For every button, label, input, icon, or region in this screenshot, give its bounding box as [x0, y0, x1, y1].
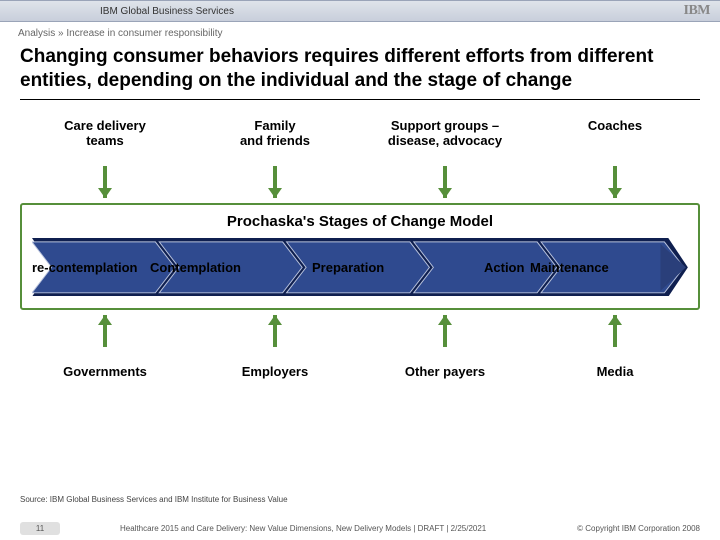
stage-label-0: re-contemplation: [32, 260, 137, 275]
arrow-cell: [20, 312, 190, 358]
bottom-entity-3: Media: [530, 364, 700, 380]
arrow-cell: [190, 312, 360, 358]
stage-label-2: Preparation: [312, 260, 384, 275]
stage-label-1: Contemplation: [150, 260, 241, 275]
up-arrow-icon: [271, 315, 279, 355]
top-entity-3: Coaches: [530, 118, 700, 149]
bottom-entity-2: Other payers: [360, 364, 530, 380]
down-arrow-icon: [441, 158, 449, 198]
title-underline: [20, 99, 700, 100]
down-arrow-icon: [271, 158, 279, 198]
bottom-entities-row: GovernmentsEmployersOther payersMedia: [20, 364, 700, 380]
arrow-cell: [530, 312, 700, 358]
stages-chevrons: re-contemplation Contemplation Preparation…: [32, 238, 688, 298]
stage-label-4: Maintenance: [530, 260, 609, 275]
arrow-cell: [190, 155, 360, 201]
footer: 11 Healthcare 2015 and Care Delivery: Ne…: [0, 516, 720, 540]
stages-box: Prochaska's Stages of Change Model re-co…: [20, 203, 700, 310]
source-text: Source: IBM Global Business Services and…: [20, 495, 288, 504]
diagram: Care deliveryteamsFamilyand friendsSuppo…: [0, 118, 720, 380]
up-arrow-icon: [611, 315, 619, 355]
page-number: 11: [20, 522, 60, 535]
footer-copyright: © Copyright IBM Corporation 2008: [577, 524, 700, 533]
top-entities-row: Care deliveryteamsFamilyand friendsSuppo…: [20, 118, 700, 149]
stage-label-3: Action: [484, 260, 524, 275]
header-bar: IBM Global Business Services IBM: [0, 0, 720, 22]
up-arrow-icon: [441, 315, 449, 355]
stages-title: Prochaska's Stages of Change Model: [32, 213, 688, 230]
breadcrumb: Analysis » Increase in consumer responsi…: [0, 22, 720, 45]
bottom-entity-0: Governments: [20, 364, 190, 380]
arrow-cell: [360, 312, 530, 358]
top-entity-1: Familyand friends: [190, 118, 360, 149]
down-arrow-icon: [101, 158, 109, 198]
top-entity-2: Support groups –disease, advocacy: [360, 118, 530, 149]
top-arrows: [20, 155, 700, 201]
header-org: IBM Global Business Services: [100, 6, 234, 17]
bottom-arrows: [20, 312, 700, 358]
bottom-entity-1: Employers: [190, 364, 360, 380]
arrow-cell: [360, 155, 530, 201]
up-arrow-icon: [101, 315, 109, 355]
page-title: Changing consumer behaviors requires dif…: [0, 45, 720, 99]
top-entity-0: Care deliveryteams: [20, 118, 190, 149]
arrow-cell: [530, 155, 700, 201]
ibm-logo: IBM: [684, 3, 711, 19]
arrow-cell: [20, 155, 190, 201]
down-arrow-icon: [611, 158, 619, 198]
footer-mid: Healthcare 2015 and Care Delivery: New V…: [60, 524, 577, 533]
